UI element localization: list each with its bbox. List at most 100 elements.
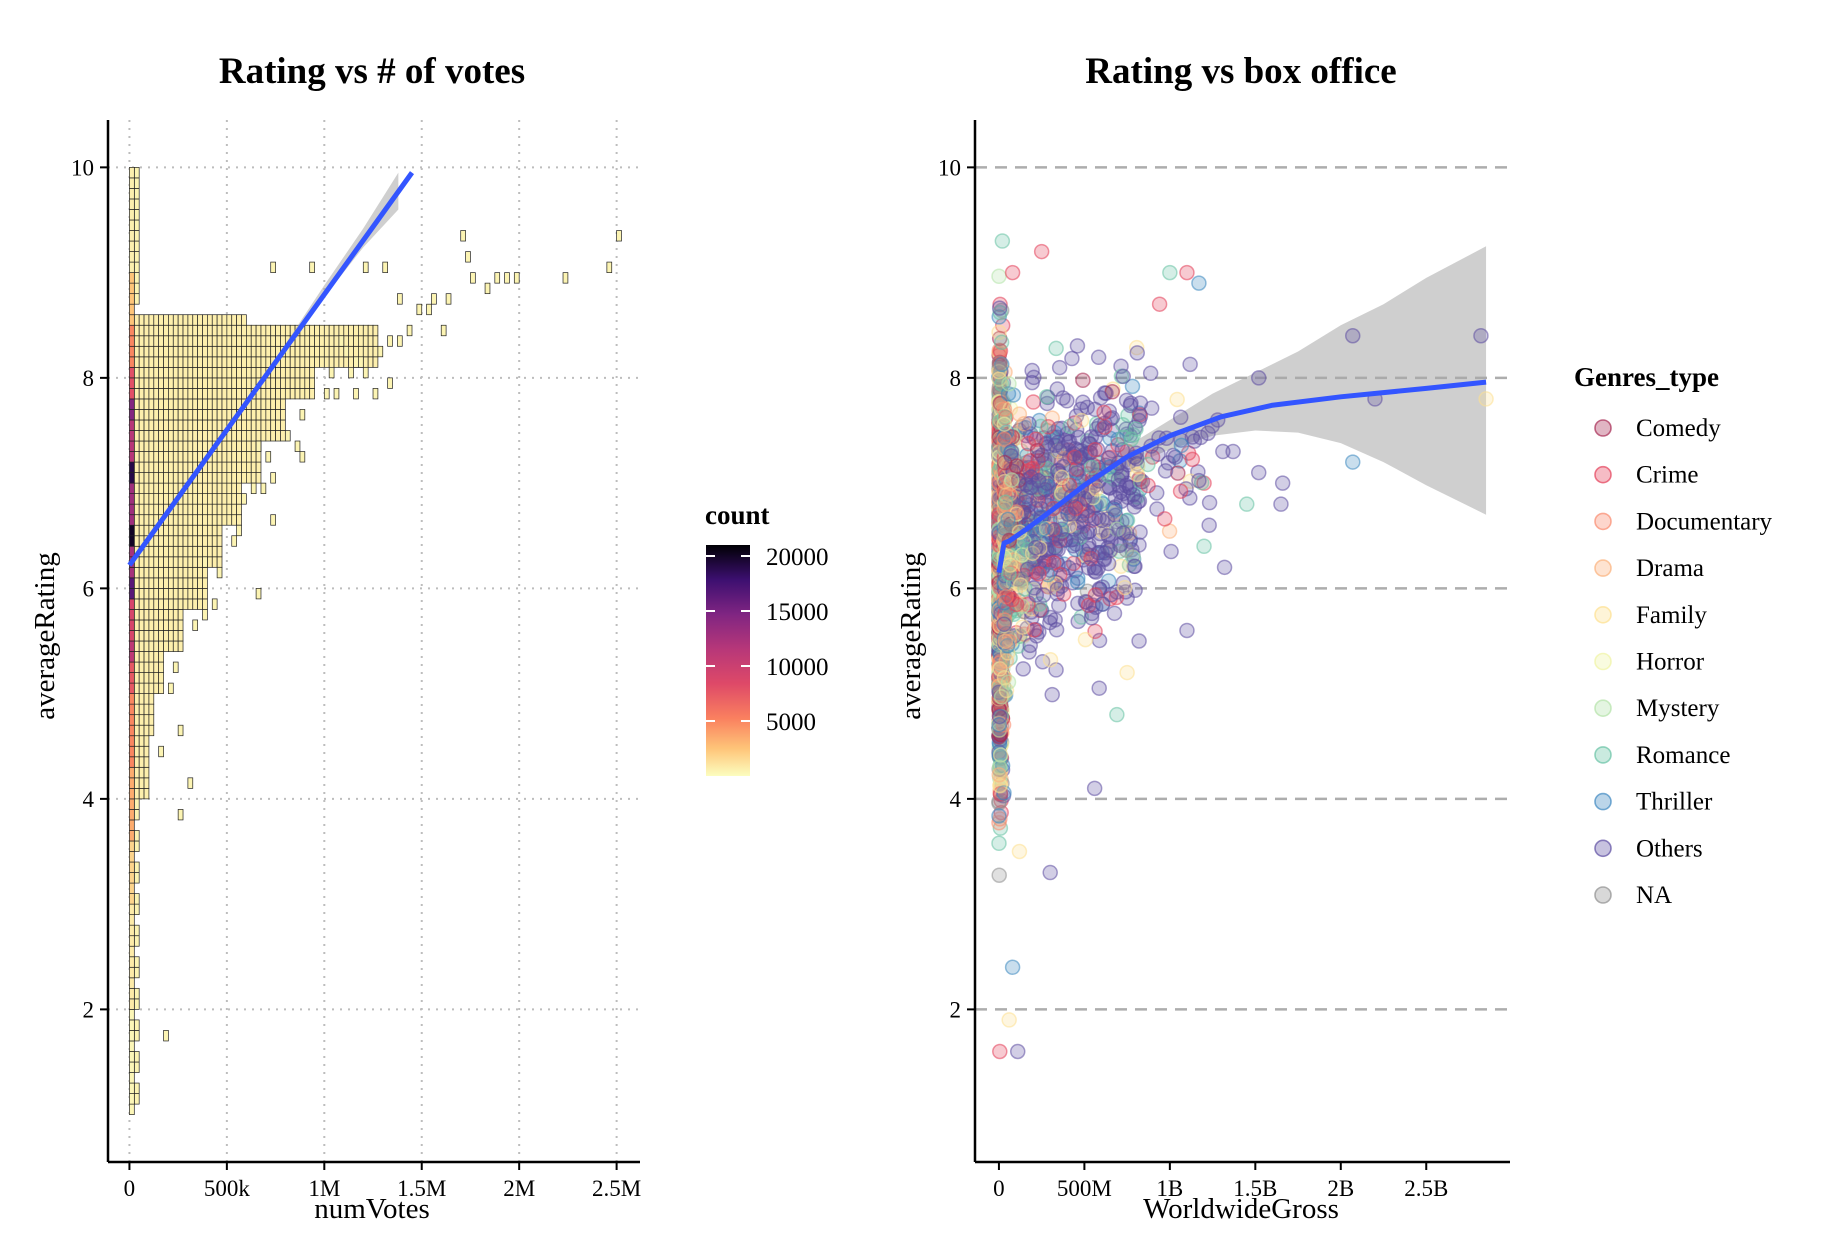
heatmap-tile <box>216 535 223 547</box>
heatmap-tile <box>133 693 140 705</box>
heatmap-tile <box>168 545 174 558</box>
heatmap-tile <box>133 788 140 800</box>
heatmap-tile <box>362 261 369 273</box>
scatter-point <box>991 268 1007 285</box>
heatmap-tile <box>143 588 150 600</box>
heatmap-tile <box>250 451 257 463</box>
scatter-point <box>1087 441 1103 458</box>
heatmap-tile <box>484 282 491 295</box>
heatmap-tile <box>260 356 267 368</box>
heatmap-tile <box>158 430 164 442</box>
heatmap-tile <box>133 514 140 526</box>
heatmap-tile <box>197 366 203 379</box>
scatter-point <box>1012 577 1029 593</box>
heatmap-tile <box>143 766 150 779</box>
scatter-point <box>994 233 1011 249</box>
heatmap-tile <box>207 482 213 494</box>
heatmap-tile <box>148 598 155 610</box>
heatmap-tile <box>129 251 135 263</box>
heatmap-tile <box>172 430 179 442</box>
heatmap-tile <box>148 356 155 368</box>
scatter-point <box>1090 349 1107 366</box>
heatmap-tile <box>348 335 354 347</box>
heatmap-tile <box>133 682 140 694</box>
heatmap-tile <box>138 440 145 452</box>
heatmap-tile <box>133 419 140 431</box>
heatmap-tile <box>172 535 179 547</box>
heatmap-tile <box>270 472 276 484</box>
heatmap-tile <box>129 714 135 726</box>
legend-swatch-documentary <box>1594 512 1612 531</box>
heatmap-tile <box>187 388 194 400</box>
heatmap-tile <box>211 324 218 337</box>
scatter-point <box>1191 472 1207 489</box>
heatmap-tile <box>129 1061 135 1073</box>
heatmap-tile <box>236 440 242 452</box>
heatmap-tile <box>168 451 174 463</box>
heatmap-tile <box>138 672 145 684</box>
heatmap-tile <box>158 651 164 663</box>
heatmap-tile <box>236 345 242 358</box>
heatmap-tile <box>163 366 169 379</box>
heatmap-tile <box>182 440 189 452</box>
left-x-tick-label: 2.5M <box>592 1176 641 1201</box>
heatmap-tile <box>153 356 160 368</box>
scatter-point <box>992 1043 1008 1060</box>
heatmap-tile <box>192 566 198 579</box>
heatmap-tile <box>211 314 218 326</box>
heatmap-tile <box>163 577 169 589</box>
heatmap-tile <box>182 535 189 547</box>
scatter-point <box>1128 421 1144 437</box>
heatmap-tile <box>163 609 169 621</box>
heatmap-tile <box>270 409 276 421</box>
left-heatmap-tiles <box>129 167 622 1115</box>
heatmap-tile <box>231 335 237 347</box>
heatmap-tile <box>129 440 135 452</box>
heatmap-tile <box>284 430 291 442</box>
heatmap-tile <box>163 398 169 410</box>
heatmap-tile <box>211 377 218 389</box>
heatmap-tile <box>211 430 218 442</box>
heatmap-tile <box>319 345 325 358</box>
heatmap-tile <box>192 430 198 442</box>
heatmap-tile <box>138 472 145 484</box>
heatmap-tile <box>309 366 315 379</box>
heatmap-tile <box>138 651 145 663</box>
heatmap-tile <box>362 356 369 368</box>
heatmap-tile <box>133 1061 140 1073</box>
heatmap-tile <box>177 335 184 347</box>
heatmap-tile <box>192 377 198 389</box>
heatmap-tile <box>197 335 203 347</box>
heatmap-tile <box>172 598 179 610</box>
heatmap-tile <box>338 324 345 337</box>
scatter-point <box>1169 391 1185 408</box>
scatter-point <box>1075 372 1091 389</box>
heatmap-tile <box>211 493 218 505</box>
heatmap-tile <box>133 987 140 1000</box>
heatmap-tile <box>372 345 379 358</box>
heatmap-tile <box>211 524 218 537</box>
right-y-tick-label: 10 <box>938 155 961 180</box>
heatmap-tile <box>153 493 160 505</box>
heatmap-tile <box>129 672 135 684</box>
heatmap-tile <box>143 651 150 663</box>
heatmap-tile <box>236 514 242 526</box>
heatmap-tile <box>323 335 330 347</box>
heatmap-tile <box>202 324 208 337</box>
heatmap-tile <box>231 535 237 547</box>
heatmap-tile <box>197 472 203 484</box>
heatmap-tile <box>197 535 203 547</box>
heatmap-tile <box>270 398 276 410</box>
heatmap-tile <box>148 545 155 558</box>
heatmap-tile <box>304 324 311 337</box>
heatmap-tile <box>129 1009 135 1021</box>
heatmap-tile <box>221 409 228 421</box>
heatmap-tile <box>168 461 174 473</box>
scatter-point <box>1124 378 1141 395</box>
heatmap-tile <box>133 177 140 189</box>
scatter-point <box>1099 540 1116 556</box>
heatmap-tile <box>377 345 384 358</box>
heatmap-tile <box>153 619 160 631</box>
heatmap-tile <box>129 409 135 421</box>
scatter-point <box>1129 345 1145 361</box>
